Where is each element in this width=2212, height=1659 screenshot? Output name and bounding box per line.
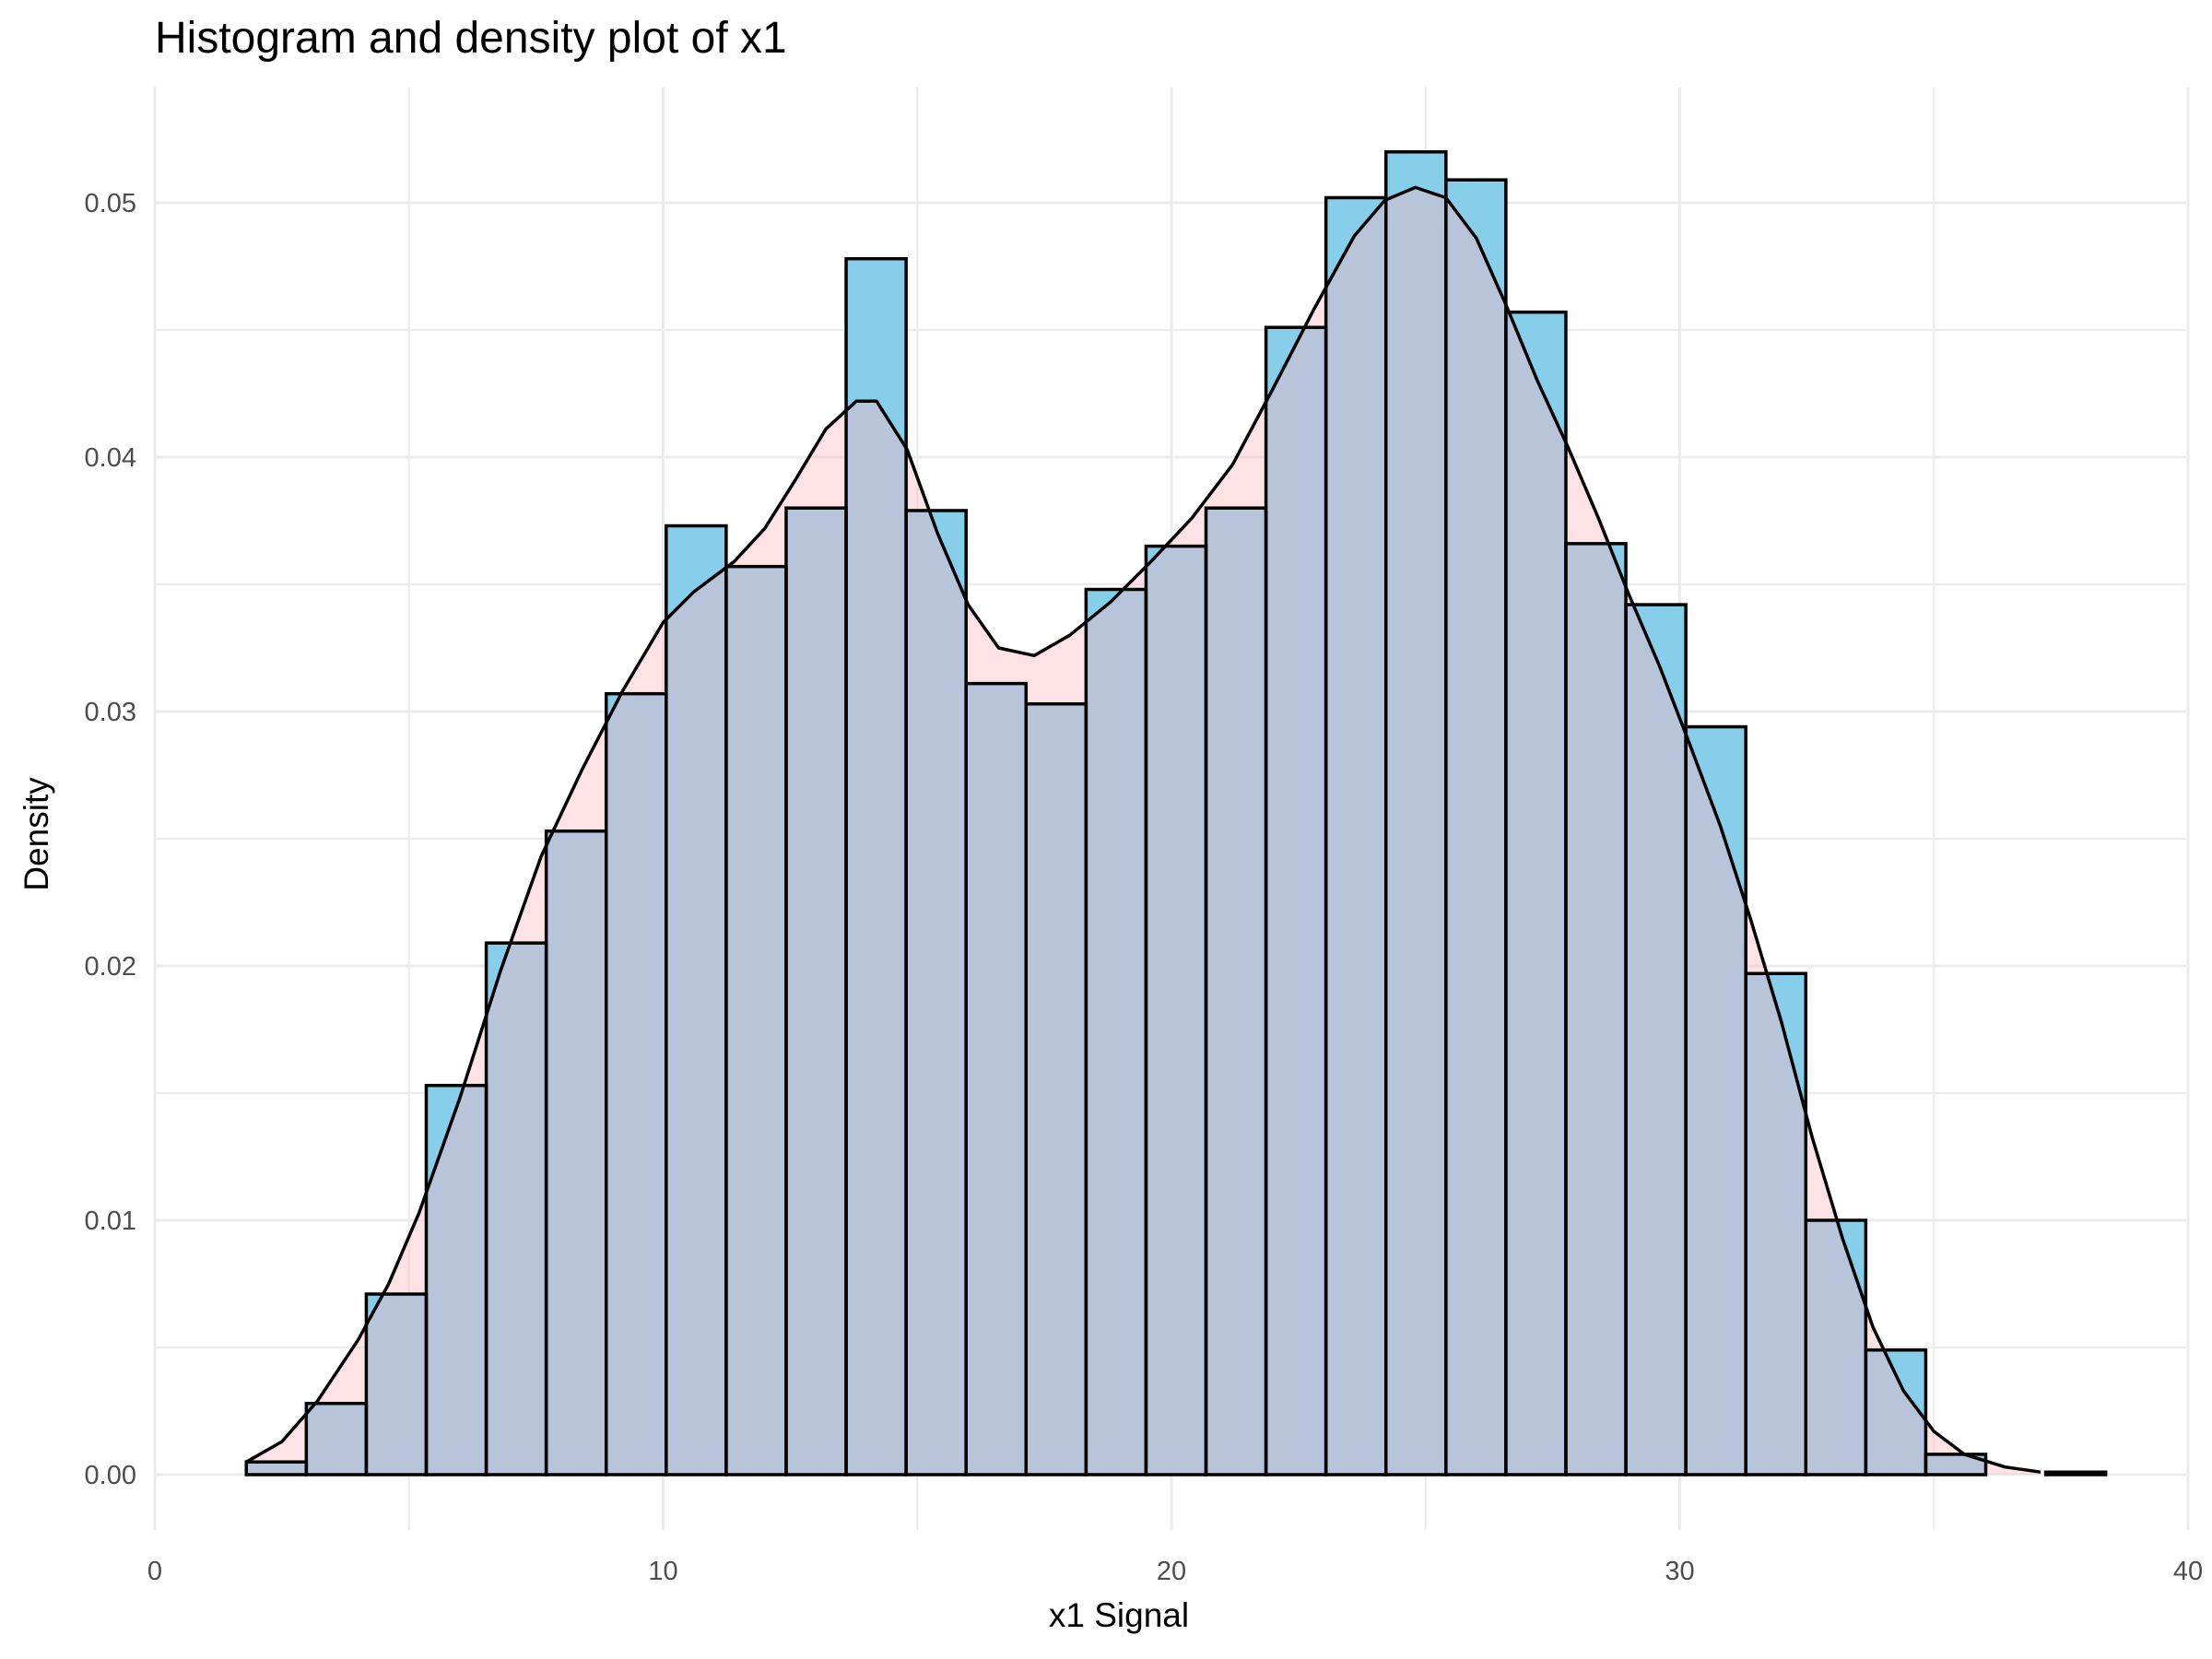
histogram-bar <box>1146 546 1206 1475</box>
histogram-bar <box>1925 1453 1986 1475</box>
histogram-bar <box>1505 312 1566 1476</box>
x-tick-label: 30 <box>1665 1557 1694 1586</box>
histogram-bar-outline <box>2043 1470 2108 1477</box>
histogram-bar-outlines <box>244 150 2108 1477</box>
x-tick-label: 10 <box>648 1557 677 1586</box>
histogram-bar <box>1086 589 1147 1475</box>
histogram-bar <box>906 510 967 1476</box>
histogram-bar <box>1325 197 1386 1476</box>
histogram-bar <box>246 1462 307 1475</box>
y-tick-label: 0.00 <box>85 1461 136 1490</box>
histogram-bar <box>665 525 726 1475</box>
y-tick-label: 0.03 <box>85 698 136 727</box>
histogram-bar <box>1206 508 1266 1476</box>
histogram-bar <box>785 508 847 1476</box>
histogram-bar <box>725 566 786 1475</box>
histogram-bar <box>1806 1220 1866 1475</box>
histogram-bar <box>546 830 606 1475</box>
histogram-bar <box>606 693 666 1475</box>
histogram-bar <box>846 258 907 1476</box>
histogram-bar <box>966 683 1027 1475</box>
histogram-bar <box>1026 703 1087 1475</box>
density-layer <box>245 185 2041 1475</box>
x-tick-label: 0 <box>147 1557 162 1586</box>
y-tick-label: 0.05 <box>85 189 136 218</box>
x-tick-label: 20 <box>1157 1557 1186 1586</box>
x-tick-label: 40 <box>2173 1557 2203 1586</box>
histogram-bar <box>306 1403 367 1475</box>
tick-labels: 0 10 20 30 40 0.00 0.01 0.02 0.03 0.04 0.05 <box>85 189 2204 1586</box>
y-tick-label: 0.02 <box>85 952 136 982</box>
histogram-bars <box>246 151 2106 1476</box>
histogram-bar <box>1265 327 1326 1475</box>
y-tick-label: 0.01 <box>85 1206 136 1236</box>
histogram-bar <box>1686 726 1747 1475</box>
density-area <box>246 187 2041 1475</box>
histogram-bar <box>1445 180 1506 1475</box>
histogram-bar <box>426 1085 487 1475</box>
histogram-bar-outline <box>1864 1348 1928 1477</box>
y-tick-label: 0.04 <box>85 443 136 473</box>
histogram-bar <box>1565 543 1627 1475</box>
x-axis-label: x1 Signal <box>1049 1596 1189 1634</box>
chart-title: Histogram and density plot of x1 <box>155 14 787 63</box>
histogram-bar <box>1746 973 1806 1475</box>
histogram-bar-outline <box>1804 1218 1868 1477</box>
histogram-bar <box>1865 1349 1926 1475</box>
histogram-bar <box>366 1294 427 1475</box>
histogram-bar-outline <box>1924 1453 1988 1477</box>
histogram-bar <box>1385 151 1446 1475</box>
histogram-bar <box>1626 605 1687 1475</box>
density-curve <box>245 185 2041 1474</box>
histogram-bar <box>486 943 547 1475</box>
y-axis-label: Density <box>18 777 55 891</box>
